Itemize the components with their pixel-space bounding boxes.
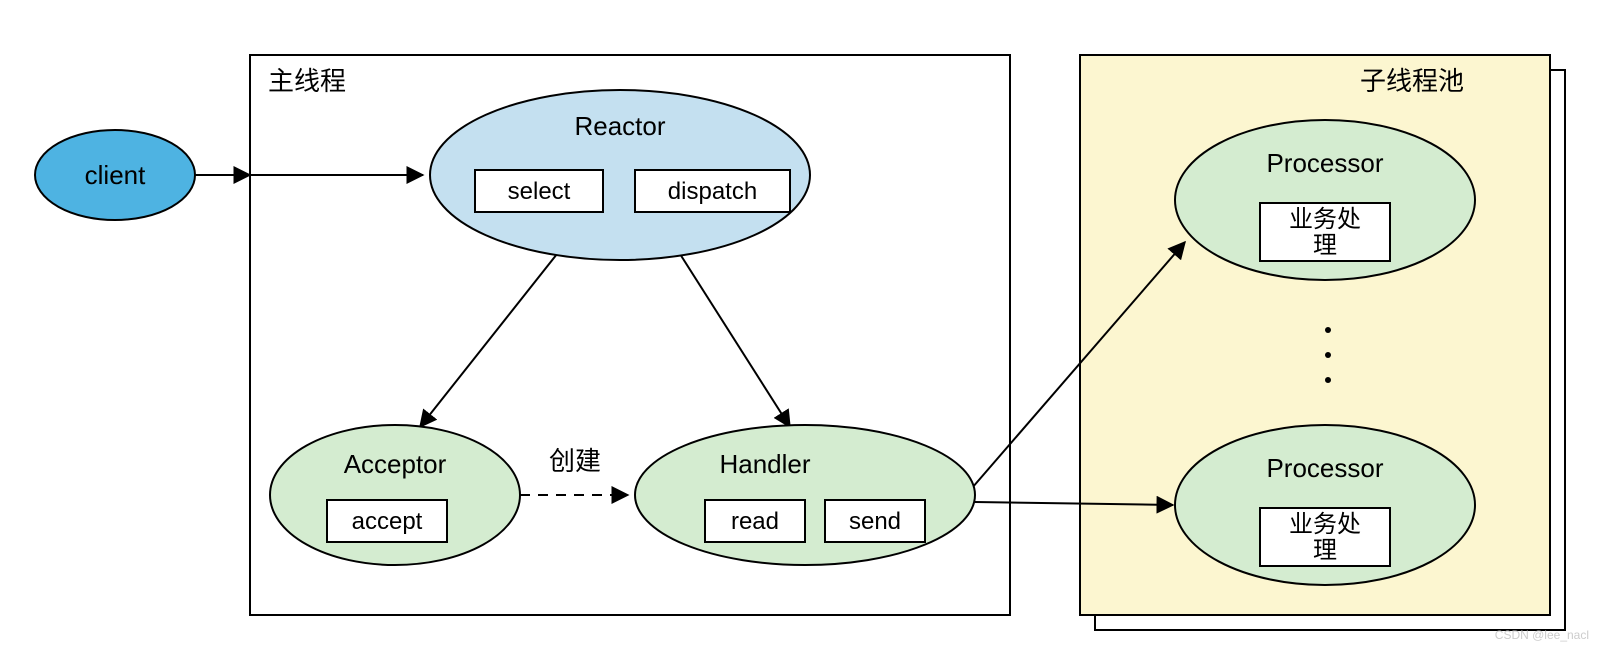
edge-label-acceptor-to-handler: 创建 bbox=[549, 446, 601, 476]
handler-box-label-0: read bbox=[731, 508, 779, 535]
handler-box-label-1: send bbox=[849, 508, 901, 535]
handler-node bbox=[635, 425, 975, 565]
reactor-label: Reactor bbox=[574, 111, 665, 141]
processor-bottom-label-1: 业务处 bbox=[1289, 511, 1361, 538]
watermark: CSDN @lee_nacl bbox=[1495, 628, 1589, 642]
edge-reactor-to-acceptor bbox=[420, 254, 557, 427]
pool-title: 子线程池 bbox=[1360, 66, 1464, 96]
edge-reactor-to-handler bbox=[680, 254, 790, 427]
client-label: client bbox=[85, 160, 146, 190]
processor-top-label-1: 业务处 bbox=[1289, 206, 1361, 233]
acceptor-label: Acceptor bbox=[344, 449, 447, 479]
pool-ellipsis-dot bbox=[1325, 377, 1331, 383]
processor-bottom-label-2: 理 bbox=[1313, 537, 1337, 564]
main-thread-title: 主线程 bbox=[268, 66, 346, 96]
processor-top-label-2: 理 bbox=[1313, 232, 1337, 259]
processor-bottom-label-0: Processor bbox=[1266, 453, 1383, 483]
acceptor-box-label-0: accept bbox=[352, 508, 423, 535]
processor-top-label-0: Processor bbox=[1266, 148, 1383, 178]
pool-ellipsis-dot bbox=[1325, 327, 1331, 333]
reactor-box-label-0: select bbox=[508, 178, 571, 205]
pool-ellipsis-dot bbox=[1325, 352, 1331, 358]
handler-label: Handler bbox=[719, 449, 810, 479]
acceptor-node bbox=[270, 425, 520, 565]
reactor-box-label-1: dispatch bbox=[668, 178, 757, 205]
